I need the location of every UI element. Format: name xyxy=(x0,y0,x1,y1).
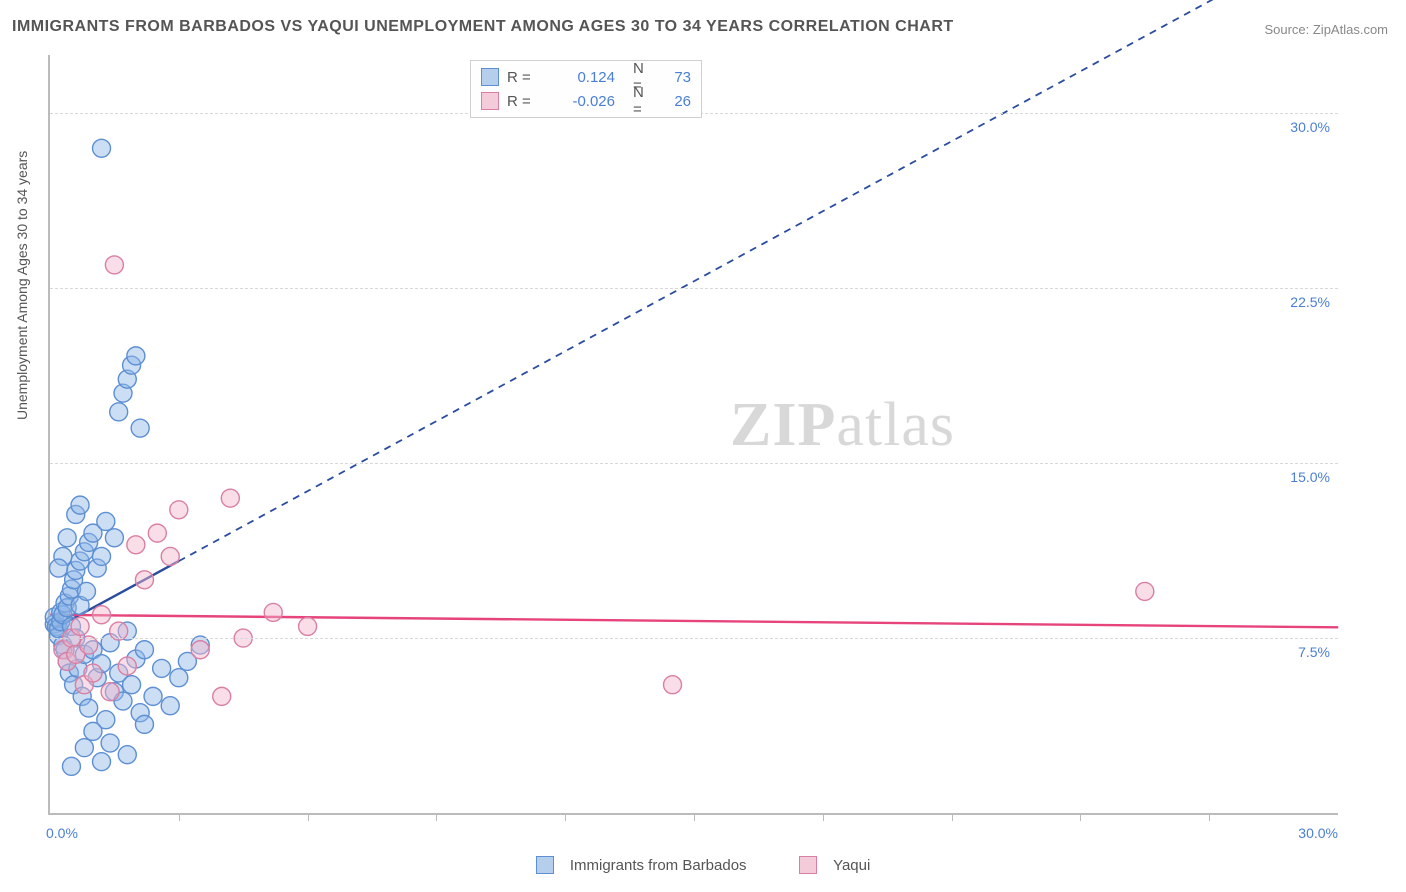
data-point xyxy=(191,641,209,659)
data-point xyxy=(84,664,102,682)
data-point xyxy=(153,659,171,677)
data-point xyxy=(101,683,119,701)
data-point xyxy=(170,501,188,519)
data-point xyxy=(62,757,80,775)
label-R: R = xyxy=(507,69,537,86)
legend-series1-label: Immigrants from Barbados xyxy=(570,857,747,874)
data-point xyxy=(161,547,179,565)
data-point xyxy=(221,489,239,507)
source-attribution: Source: ZipAtlas.com xyxy=(1264,22,1388,37)
data-point xyxy=(161,697,179,715)
data-point xyxy=(110,403,128,421)
swatch-blue-icon xyxy=(536,856,554,874)
y-tick-label: 15.0% xyxy=(1290,469,1330,485)
data-point xyxy=(131,419,149,437)
value-N-2: 26 xyxy=(661,93,691,110)
x-max-label: 30.0% xyxy=(1298,825,1338,841)
legend-series2-label: Yaqui xyxy=(833,857,870,874)
label-R: R = xyxy=(507,93,537,110)
swatch-pink-icon xyxy=(799,856,817,874)
data-point xyxy=(127,536,145,554)
data-point xyxy=(213,687,231,705)
y-axis-label: Unemployment Among Ages 30 to 34 years xyxy=(14,151,30,420)
data-point xyxy=(118,657,136,675)
value-N-1: 73 xyxy=(661,69,691,86)
data-point xyxy=(170,669,188,687)
x-origin-label: 0.0% xyxy=(46,825,78,841)
value-R-2: -0.026 xyxy=(545,93,615,110)
y-tick-label: 7.5% xyxy=(1298,644,1330,660)
data-point xyxy=(93,606,111,624)
data-point xyxy=(105,256,123,274)
data-point xyxy=(664,676,682,694)
legend-row-series2: R = -0.026 N = 26 xyxy=(481,89,691,113)
plot-area: 7.5%15.0%22.5%30.0%0.0%30.0% xyxy=(48,55,1338,815)
data-point xyxy=(84,722,102,740)
legend-row-series1: R = 0.124 N = 73 xyxy=(481,65,691,89)
data-point xyxy=(97,512,115,530)
data-point xyxy=(93,139,111,157)
watermark: ZIPatlas xyxy=(730,390,955,461)
data-point xyxy=(105,529,123,547)
data-point xyxy=(50,559,68,577)
data-point xyxy=(118,746,136,764)
swatch-pink-icon xyxy=(481,92,499,110)
y-tick-label: 22.5% xyxy=(1290,294,1330,310)
label-N: N = xyxy=(623,84,653,118)
data-point xyxy=(135,641,153,659)
data-point xyxy=(299,617,317,635)
series-legend: Immigrants from Barbados Yaqui xyxy=(0,856,1406,874)
data-point xyxy=(127,347,145,365)
data-point xyxy=(75,739,93,757)
data-point xyxy=(80,699,98,717)
data-point xyxy=(58,529,76,547)
data-point xyxy=(144,687,162,705)
data-point xyxy=(1136,582,1154,600)
value-R-1: 0.124 xyxy=(545,69,615,86)
correlation-legend: R = 0.124 N = 73 R = -0.026 N = 26 xyxy=(470,60,702,118)
data-point xyxy=(77,582,95,600)
data-point xyxy=(264,603,282,621)
chart-title: IMMIGRANTS FROM BARBADOS VS YAQUI UNEMPL… xyxy=(12,18,954,36)
swatch-blue-icon xyxy=(481,68,499,86)
data-point xyxy=(71,617,89,635)
data-point xyxy=(135,715,153,733)
data-point xyxy=(123,676,141,694)
data-point xyxy=(135,571,153,589)
data-point xyxy=(71,496,89,514)
data-point xyxy=(93,753,111,771)
data-point xyxy=(93,547,111,565)
scatter-svg xyxy=(50,55,1338,813)
data-point xyxy=(101,734,119,752)
y-tick-label: 30.0% xyxy=(1290,119,1330,135)
data-point xyxy=(148,524,166,542)
